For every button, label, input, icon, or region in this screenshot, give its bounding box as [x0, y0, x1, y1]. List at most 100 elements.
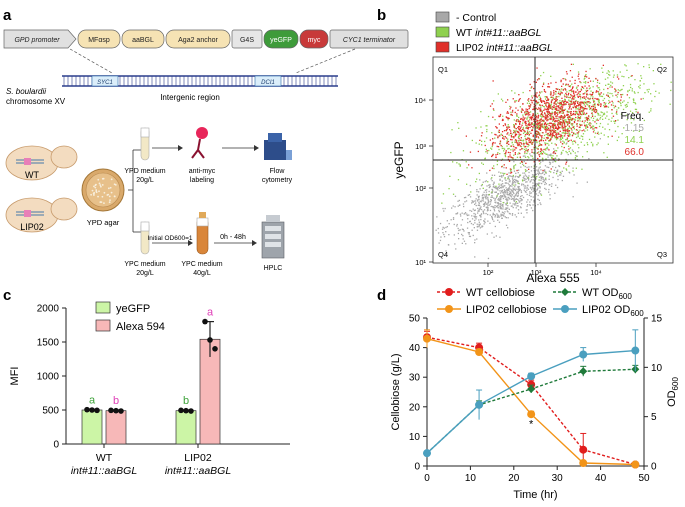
event-dot	[595, 127, 597, 129]
replicate-dot	[202, 318, 208, 325]
event-dot	[499, 178, 501, 180]
event-dot	[540, 112, 543, 115]
event-dot	[542, 177, 544, 179]
event-dot	[481, 199, 483, 201]
event-dot	[567, 134, 569, 137]
event-dot	[549, 184, 551, 186]
event-dot	[572, 86, 574, 88]
event-dot	[512, 198, 514, 200]
event-dot	[634, 92, 636, 94]
event-dot	[442, 193, 445, 195]
replicate-dot	[212, 346, 218, 352]
event-dot	[594, 111, 596, 114]
event-dot	[550, 185, 553, 187]
event-dot	[568, 103, 570, 105]
event-dot	[533, 87, 535, 90]
event-dot	[530, 132, 532, 134]
event-dot	[533, 175, 535, 177]
event-dot	[498, 131, 500, 133]
event-dot	[602, 93, 605, 95]
event-dot	[572, 196, 574, 198]
colony	[99, 185, 102, 188]
y-tick-label: 1500	[37, 338, 60, 349]
event-dot	[520, 130, 523, 132]
event-dot	[489, 209, 492, 212]
event-dot	[550, 168, 552, 170]
event-dot	[528, 166, 530, 168]
event-dot	[548, 140, 550, 142]
event-dot	[526, 189, 528, 191]
event-dot	[576, 155, 578, 157]
event-dot	[512, 187, 514, 189]
event-dot	[554, 111, 556, 113]
event-dot	[452, 205, 454, 207]
event-dot	[571, 119, 573, 121]
event-dot	[547, 110, 549, 112]
event-dot	[551, 124, 553, 126]
event-dot	[488, 149, 490, 152]
event-dot	[505, 224, 508, 226]
event-dot	[480, 111, 482, 113]
event-dot	[515, 100, 518, 102]
event-dot	[556, 133, 558, 135]
event-dot	[567, 145, 570, 147]
quadrant-q3: Q3	[657, 250, 667, 259]
event-dot	[652, 70, 654, 72]
event-dot	[632, 98, 635, 101]
event-dot	[454, 195, 457, 197]
event-dot	[583, 122, 585, 124]
event-dot	[529, 119, 531, 121]
event-dot	[492, 183, 494, 185]
event-dot	[586, 121, 589, 123]
event-dot	[555, 150, 558, 152]
event-dot	[494, 216, 496, 218]
event-dot	[529, 111, 532, 113]
event-dot	[474, 219, 476, 222]
event-dot	[483, 194, 485, 196]
event-dot	[557, 178, 559, 181]
event-dot	[620, 99, 622, 101]
event-dot	[498, 148, 500, 151]
event-dot	[471, 210, 473, 212]
event-dot	[517, 126, 519, 129]
construct-part-cyc1-terminator: CYC1 terminator	[329, 29, 409, 49]
event-dot	[592, 92, 594, 94]
event-dot	[523, 185, 525, 187]
event-dot	[595, 122, 598, 125]
event-dot	[526, 142, 528, 144]
event-dot	[496, 216, 499, 218]
event-dot	[537, 126, 539, 129]
event-dot	[551, 113, 553, 115]
event-dot	[546, 114, 548, 116]
event-dot	[539, 128, 541, 131]
event-dot	[523, 179, 525, 181]
event-dot	[627, 90, 629, 92]
event-dot	[519, 197, 521, 200]
event-dot	[476, 229, 479, 231]
ypd-medium-conc: 20g/L	[136, 177, 154, 184]
event-dot	[558, 123, 560, 125]
event-dot	[495, 197, 498, 199]
event-dot	[468, 164, 470, 166]
event-dot	[529, 204, 531, 206]
event-dot	[522, 196, 525, 199]
event-dot	[537, 101, 540, 104]
event-dot	[525, 178, 527, 180]
event-dot	[515, 140, 518, 142]
legend-entry-control: - Control	[435, 11, 496, 24]
event-dot	[485, 206, 487, 208]
event-dot	[558, 120, 560, 122]
event-dot	[548, 161, 551, 163]
event-dot	[476, 238, 478, 240]
event-dot	[494, 199, 496, 201]
event-dot	[548, 144, 550, 146]
ypc-medium-conc-2: 40g/L	[193, 270, 211, 277]
event-dot	[544, 142, 546, 144]
event-dot	[536, 135, 538, 137]
event-dot	[549, 105, 551, 107]
event-dot	[488, 190, 490, 193]
event-dot	[506, 173, 508, 175]
event-dot	[603, 97, 606, 100]
event-dot	[512, 148, 514, 150]
event-dot	[508, 143, 510, 145]
